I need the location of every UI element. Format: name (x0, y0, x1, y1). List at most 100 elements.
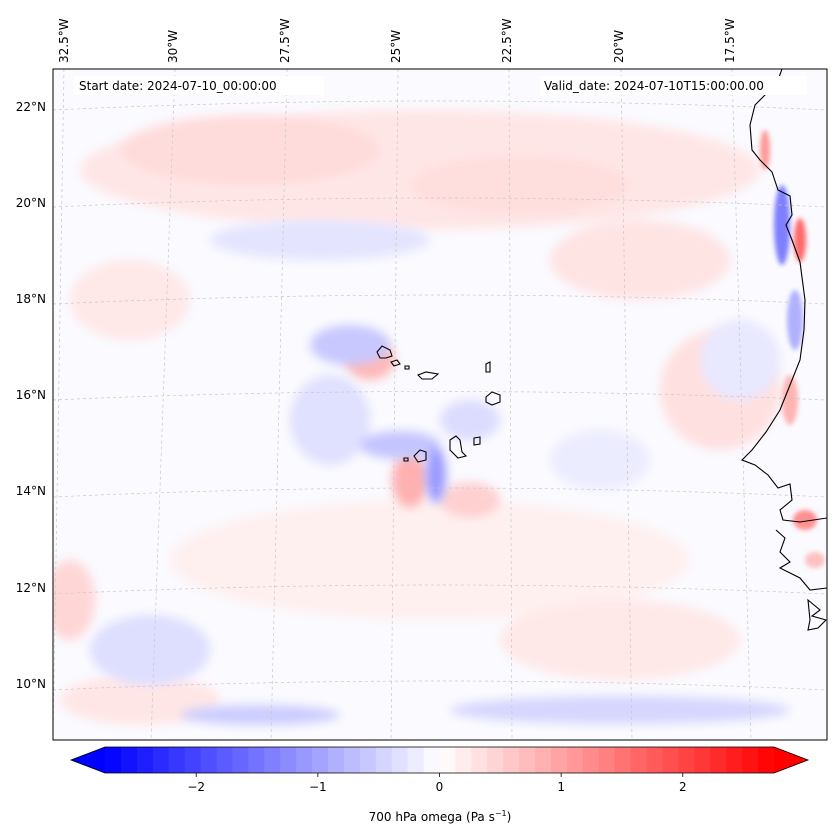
colorbar-cell (710, 747, 727, 773)
graticule (53, 69, 827, 740)
colorbar-cell (312, 747, 329, 773)
island-brava (403, 457, 409, 462)
colorbar-cell (519, 747, 536, 773)
gridline-lon-22.5 (508, 69, 513, 740)
colorbar-cell (136, 747, 154, 773)
gridline-lon-32.5 (53, 69, 65, 740)
omega-coastal-features (760, 130, 825, 568)
colorbar-cell (423, 747, 441, 773)
coastline-guinea-bissau (775, 529, 827, 591)
colorbar-cell (152, 747, 170, 773)
colorbar-cell (551, 747, 568, 773)
lat-label-16n: 16°N (16, 388, 46, 402)
colorbar-cell (487, 747, 504, 773)
colorbar-cell (216, 747, 234, 773)
lat-label-18n: 18°N (16, 292, 46, 306)
colorbar-cell (726, 747, 743, 773)
colorbar-cell (343, 747, 361, 773)
island-sao-nicolau (417, 371, 440, 380)
colorbar-cell (630, 747, 648, 773)
colorbar: −2 −1 0 1 2 700 hPa omega (Pa s−1) (69, 746, 810, 824)
omega-field (53, 110, 825, 725)
coastline-west-africa (741, 69, 827, 523)
lon-label-22.5w: 22.5°W (500, 18, 514, 63)
island-fogo (413, 449, 427, 463)
omega-negative-areas (90, 220, 790, 725)
colorbar-cell (248, 747, 265, 773)
colorbar-cell (296, 747, 313, 773)
colorbar-cell (535, 747, 552, 773)
colorbar-cell (598, 747, 616, 773)
colorbar-tick-label: −1 (309, 780, 327, 794)
colorbar-cell (471, 747, 488, 773)
colorbar-cell (662, 747, 680, 773)
lat-label-14n: 14°N (16, 484, 46, 498)
colorbar-cell (407, 747, 425, 773)
colorbar-cell (184, 747, 202, 773)
start-date-label: Start date: 2024-07-10_00:00:00 (79, 79, 277, 93)
valid-date-label: Valid_date: 2024-07-10T15:00:00.00 (544, 79, 764, 93)
colorbar-cell (566, 747, 584, 773)
gridline-lat-12 (53, 584, 827, 595)
colorbar-extend-high (774, 747, 808, 773)
colorbar-cell (678, 747, 695, 773)
lat-label-22n: 22°N (16, 100, 46, 114)
island-sal (485, 361, 491, 373)
omega-positive-areas (53, 110, 780, 725)
island-boa-vista (485, 391, 501, 406)
colorbar-extend-low (71, 747, 105, 773)
colorbar-cell (105, 747, 122, 773)
colorbar-cell (200, 747, 218, 773)
longitude-labels: 32.5°W 30°W 27.5°W 25°W 22.5°W 20°W 17.5… (57, 18, 737, 63)
colorbar-cell (232, 747, 249, 773)
colorbar-tick-label: −2 (187, 780, 205, 794)
island-santa-luzia (404, 365, 410, 370)
island-sao-vicente (390, 359, 401, 367)
colorbar-cell (758, 747, 775, 773)
colorbar-cell (280, 747, 297, 773)
lon-label-27.5w: 27.5°W (278, 18, 292, 63)
lon-label-25w: 25°W (389, 30, 403, 63)
coastlines (376, 69, 827, 631)
lon-label-32.5w: 32.5°W (57, 18, 71, 63)
island-santiago (449, 435, 468, 459)
gridline-lat-18 (53, 294, 827, 305)
gridline-lat-14 (53, 487, 827, 498)
colorbar-cell (375, 747, 393, 773)
colorbar-cell (503, 747, 520, 773)
lon-label-30w: 30°W (166, 30, 180, 63)
colorbar-cell (614, 747, 632, 773)
colorbar-cell (742, 747, 759, 773)
colorbar-tick-label: 0 (436, 780, 444, 794)
map-frame (52, 68, 828, 741)
colorbar-cell (264, 747, 281, 773)
colorbar-tick-label: 2 (679, 780, 687, 794)
gridline-lat-20 (53, 197, 827, 208)
colorbar-cell (694, 747, 711, 773)
lon-label-17.5w: 17.5°W (723, 18, 737, 63)
colorbar-cells (105, 747, 775, 773)
colorbar-cell (646, 747, 664, 773)
colorbar-cell (328, 747, 345, 773)
colorbar-cell (120, 747, 138, 773)
gridline-lon-25 (390, 69, 399, 740)
gridline-lat-22 (53, 100, 827, 111)
lat-label-10n: 10°N (16, 677, 46, 691)
gridline-lon-17.5 (731, 69, 752, 740)
island-maio (473, 436, 481, 446)
lat-label-20n: 20°N (16, 196, 46, 210)
start-label-box (74, 76, 324, 95)
colorbar-cell (359, 747, 377, 773)
gridline-lat-10 (53, 680, 827, 691)
valid-label-box (540, 76, 807, 95)
lon-label-20w: 20°W (612, 30, 626, 63)
colorbar-label: 700 hPa omega (Pa s−1) (369, 809, 512, 824)
gridline-lon-27.5 (270, 69, 288, 740)
map-panel: Start date: 2024-07-10_00:00:00 Valid_da… (52, 68, 828, 741)
gridline-lat-16 (53, 391, 827, 401)
colorbar-cell (168, 747, 186, 773)
colorbar-cell (391, 747, 409, 773)
colorbar-cell (582, 747, 600, 773)
colorbar-tick-label: 1 (557, 780, 565, 794)
